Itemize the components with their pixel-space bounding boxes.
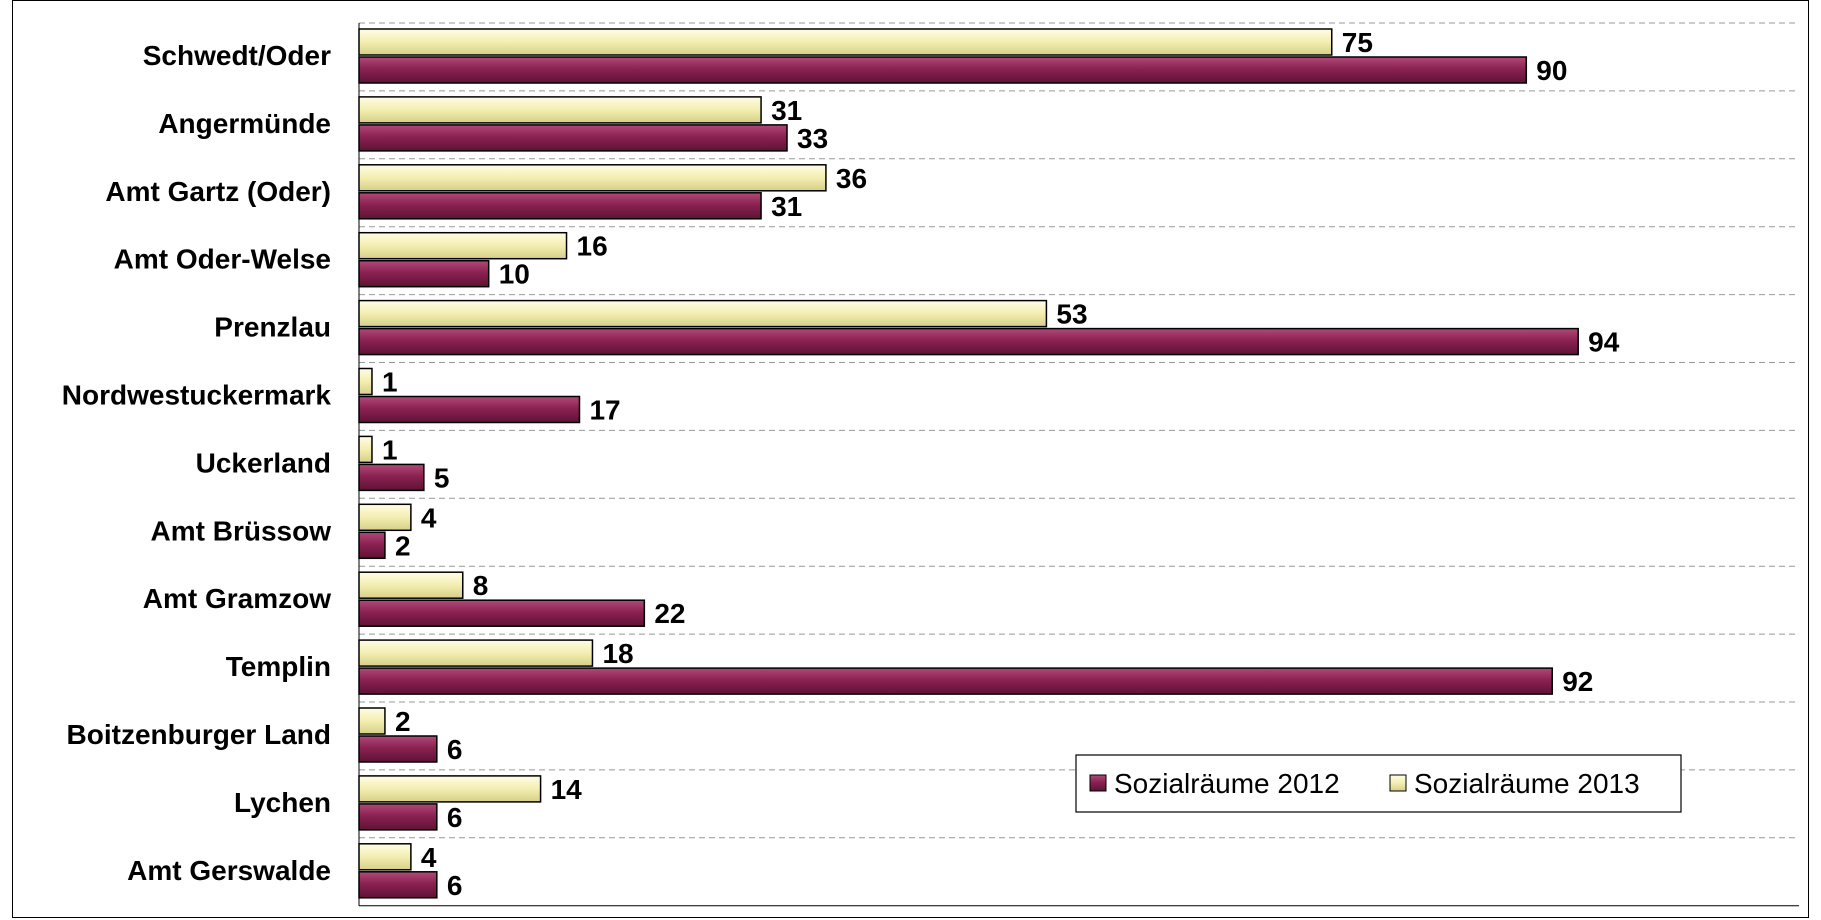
bar-2013 (358, 775, 542, 803)
bar-2013 (358, 367, 373, 396)
data-label-2013: 4 (421, 842, 437, 873)
bar-2013 (358, 28, 1333, 56)
legend: Sozialräume 2012 Sozialräume 2013 (1075, 754, 1682, 813)
category-label: Lychen (234, 787, 331, 818)
data-label-2012: 22 (654, 598, 685, 629)
data-label-2013: 1 (382, 434, 398, 465)
data-label-2013: 18 (602, 638, 633, 669)
legend-swatch-2013 (1389, 774, 1407, 792)
category-label: Angermünde (158, 108, 331, 139)
bar-2012 (358, 327, 1579, 356)
bars (358, 28, 1579, 899)
bar-2012 (358, 735, 438, 763)
chart-frame: Schwedt/Oder Angermünde Amt Gartz (Oder) Am… (12, 0, 1809, 918)
bar-2012 (358, 259, 490, 288)
data-label-2013: 16 (577, 231, 608, 262)
category-label: Nordwestuckermark (62, 379, 332, 410)
category-label: Amt Gartz (Oder) (105, 176, 331, 207)
gridlines (359, 22, 1799, 907)
bar-chart: Schwedt/Oder Angermünde Amt Gartz (Oder) Am… (62, 22, 1799, 907)
bar-2012 (358, 599, 646, 627)
bar-2012 (358, 124, 788, 152)
category-label: Templin (226, 651, 331, 682)
data-label-2012: 33 (797, 123, 828, 154)
data-label-2012: 5 (434, 462, 450, 493)
category-label: Boitzenburger Land (67, 719, 331, 750)
bar-2013 (358, 707, 386, 735)
bar-2013 (358, 435, 373, 464)
bar-2013 (358, 843, 412, 871)
bar-2013 (358, 299, 1048, 328)
category-label: Amt Gerswalde (127, 855, 331, 886)
category-label: Amt Oder-Welse (114, 244, 331, 275)
data-label-2013: 31 (771, 95, 802, 126)
bar-2013 (358, 231, 568, 260)
bar-2013 (358, 571, 464, 599)
bar-2012 (358, 871, 438, 899)
bar-2012 (358, 531, 386, 560)
legend-label-2013: Sozialräume 2013 (1414, 768, 1640, 799)
category-label: Prenzlau (214, 312, 331, 343)
data-label-2013: 75 (1342, 27, 1373, 58)
data-label-2012: 90 (1536, 55, 1567, 86)
data-label-2012: 17 (589, 395, 620, 426)
category-labels: Schwedt/Oder Angermünde Amt Gartz (Oder) Am… (62, 40, 332, 886)
bar-2013 (358, 164, 827, 192)
data-label-2012: 6 (447, 870, 463, 901)
bar-2013 (358, 639, 594, 667)
bar-2013 (358, 503, 412, 532)
category-label: Uckerland (196, 447, 331, 478)
bar-2012 (358, 803, 438, 831)
bar-2012 (358, 192, 762, 220)
data-label-2013: 4 (421, 502, 437, 533)
category-label: Schwedt/Oder (143, 40, 331, 71)
category-label: Amt Brüssow (151, 515, 332, 546)
bar-2013 (358, 96, 762, 124)
value-labels: 7590313336311610539411715428221892261464… (382, 27, 1620, 901)
data-label-2012: 10 (499, 259, 530, 290)
data-label-2012: 2 (395, 530, 411, 561)
data-label-2012: 6 (447, 802, 463, 833)
category-label: Amt Gramzow (143, 583, 331, 614)
data-label-2012: 92 (1562, 666, 1593, 697)
data-label-2012: 31 (771, 191, 802, 222)
data-label-2013: 53 (1056, 299, 1087, 330)
bar-2012 (358, 56, 1528, 84)
data-label-2013: 36 (836, 163, 867, 194)
data-label-2013: 2 (395, 706, 411, 737)
data-label-2013: 1 (382, 367, 398, 398)
bar-2012 (358, 667, 1553, 695)
bar-2012 (358, 463, 425, 492)
legend-swatch-2012 (1089, 774, 1107, 792)
data-label-2013: 14 (551, 774, 583, 805)
data-label-2013: 8 (473, 570, 489, 601)
legend-box (1075, 754, 1682, 813)
data-label-2012: 6 (447, 734, 463, 765)
data-label-2012: 94 (1588, 327, 1620, 358)
bar-2012 (358, 395, 581, 424)
legend-label-2012: Sozialräume 2012 (1114, 768, 1340, 799)
